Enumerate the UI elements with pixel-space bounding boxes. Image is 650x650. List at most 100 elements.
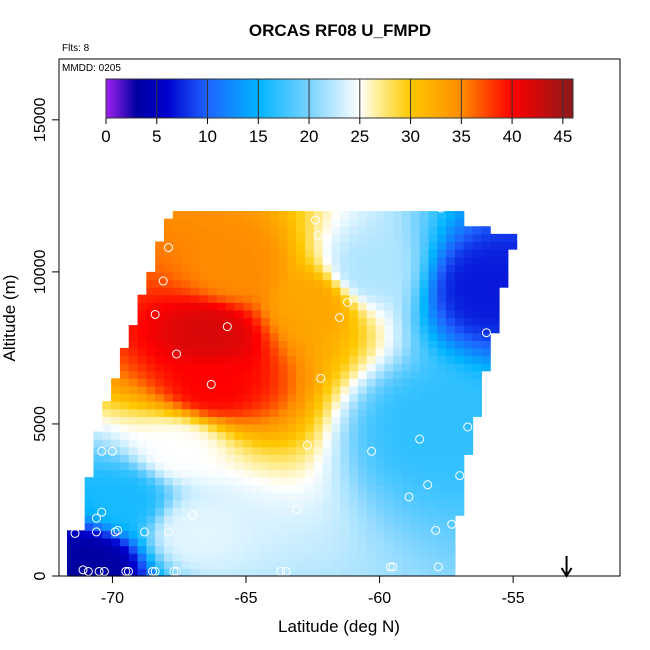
heatmap-cell (252, 279, 262, 288)
heatmap-cell (225, 416, 236, 425)
heatmap-cell (357, 287, 368, 296)
heatmap-cell (260, 492, 271, 501)
heatmap-cell (190, 287, 200, 296)
heatmap-cell (155, 446, 165, 455)
heatmap-cell (287, 340, 297, 349)
heatmap-cell (216, 560, 227, 569)
heatmap-cell (472, 241, 482, 250)
heatmap-cell (260, 393, 271, 402)
heatmap-cell (384, 423, 394, 433)
heatmap-cell (446, 484, 456, 493)
heatmap-cell (225, 408, 236, 417)
heatmap-cell (331, 233, 341, 243)
heatmap-cell (305, 233, 315, 243)
heatmap-cell (102, 553, 112, 562)
heatmap-cell (208, 317, 218, 326)
heatmap-cell (366, 370, 377, 379)
heatmap-cell (199, 233, 209, 243)
heatmap-cell (296, 393, 306, 402)
heatmap-cell (155, 492, 165, 501)
heatmap-cell (146, 317, 156, 326)
heatmap-cell (375, 378, 385, 387)
heatmap-cell (402, 370, 412, 379)
heatmap-cell (419, 401, 430, 410)
heatmap-cell (199, 477, 209, 486)
heatmap-cell (111, 477, 121, 486)
heatmap-cell (490, 256, 500, 265)
heatmap-cell (366, 340, 377, 349)
heatmap-cell (305, 363, 315, 372)
heatmap-cell (190, 499, 200, 509)
heatmap-cell (402, 393, 412, 402)
heatmap-cell (225, 370, 236, 379)
heatmap-cell (278, 416, 289, 425)
heatmap-cell (243, 499, 253, 509)
heatmap-cell (349, 431, 359, 440)
heatmap-cell (313, 385, 324, 395)
heatmap-cell (137, 355, 147, 364)
heatmap-cell (172, 553, 183, 562)
heatmap-cell (340, 401, 350, 410)
heatmap-cell (93, 499, 103, 509)
heatmap-cell (305, 477, 315, 486)
heatmap-cell (463, 355, 474, 364)
heatmap-cell (269, 393, 280, 402)
heatmap-cell (331, 363, 341, 372)
heatmap-cell (287, 309, 297, 319)
heatmap-cell (137, 332, 147, 341)
heatmap-cell (137, 492, 147, 501)
heatmap-cell (340, 530, 350, 539)
heatmap-cell (419, 218, 430, 227)
heatmap-cell (437, 545, 447, 554)
heatmap-cell (313, 256, 324, 265)
heatmap-cell (234, 454, 244, 463)
heatmap-cell (322, 477, 333, 486)
heatmap-cell (155, 271, 165, 281)
heatmap-cell (419, 211, 430, 220)
arrow-head (560, 567, 573, 578)
heatmap-cell (93, 477, 103, 486)
heatmap-cell (172, 560, 183, 569)
heatmap-cell (340, 226, 350, 235)
heatmap-cell (322, 423, 333, 433)
heatmap-cell (190, 294, 200, 303)
heatmap-cell (481, 287, 491, 296)
heatmap-cell (119, 522, 130, 531)
heatmap-cell (340, 332, 350, 341)
heatmap-cell (278, 347, 289, 357)
observation-point (335, 313, 344, 322)
heatmap-cell (357, 477, 368, 486)
heatmap-cell (446, 256, 456, 265)
heatmap-cell (190, 469, 200, 478)
colorbar-tick-label: 5 (152, 127, 161, 146)
heatmap-cell (190, 477, 200, 486)
heatmap-cell (305, 226, 315, 235)
heatmap-cell (446, 507, 456, 516)
heatmap-cell (199, 537, 209, 547)
heatmap-cell (190, 537, 200, 547)
heatmap-cell (472, 287, 482, 296)
heatmap-cell (146, 332, 156, 341)
heatmap-cell (208, 218, 218, 227)
heatmap-cell (428, 340, 438, 349)
heatmap-cell (84, 530, 95, 539)
heatmap-cell (234, 537, 244, 547)
heatmap-cell (322, 499, 333, 509)
heatmap-cell (419, 553, 430, 562)
heatmap-cell (137, 507, 147, 516)
heatmap-cell (437, 264, 447, 273)
heatmap-cell (287, 211, 297, 220)
heatmap-cell (208, 264, 218, 273)
heatmap-cell (331, 477, 341, 486)
heatmap-cell (252, 256, 262, 265)
heatmap-cell (287, 317, 297, 326)
heatmap-cell (313, 484, 324, 493)
heatmap-cell (163, 393, 174, 402)
x-tick-label: -70 (101, 590, 124, 607)
heatmap-cell (199, 499, 209, 509)
heatmap-cell (181, 325, 192, 334)
heatmap-cell (410, 370, 421, 379)
heatmap-cell (419, 454, 430, 463)
heatmap-cell (402, 446, 412, 455)
y-tick-label: 5000 (32, 406, 49, 442)
